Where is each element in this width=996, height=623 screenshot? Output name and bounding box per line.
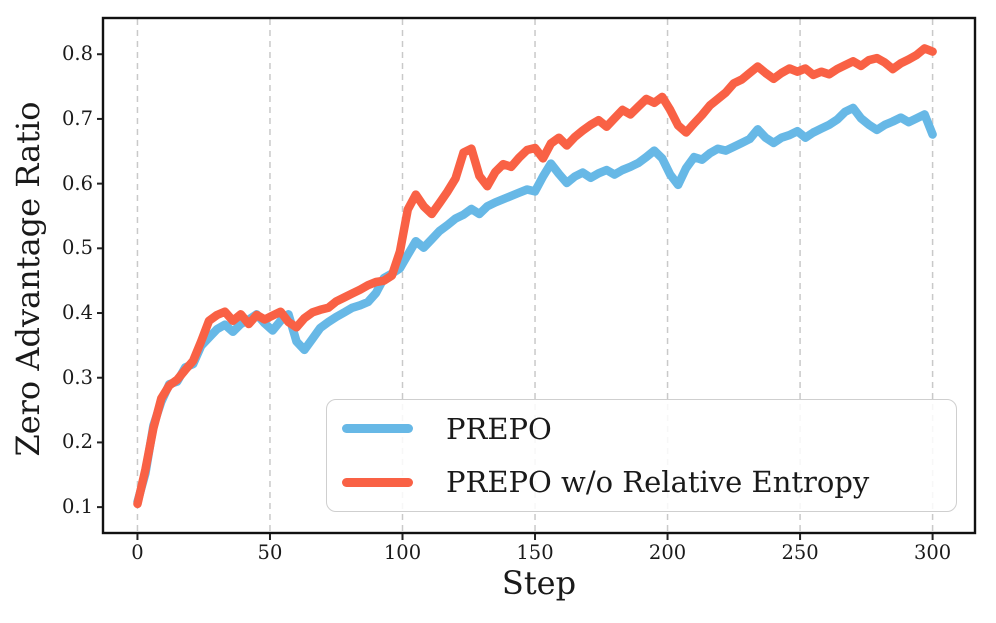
y-axis-label: Zero Advantage Ratio [9,101,47,457]
legend: PREPO PREPO w/o Relative Entropy [326,399,957,512]
series-line-prepo [133,103,937,507]
legend-swatch-prepo-wo-relative-entropy [342,477,413,487]
y-tick-label-0.2: 0.2 [61,430,93,454]
y-tick-label-0.8: 0.8 [61,42,93,66]
x-tick-label-100: 100 [383,541,422,564]
y-tick-label-0.1: 0.1 [61,495,93,519]
legend-item-prepo: PREPO [342,406,946,452]
x-tick-label-50: 50 [257,541,283,564]
x-tick-label-250: 250 [781,541,819,564]
x-tick-label-150: 150 [516,541,554,564]
x-tick-label-300: 300 [913,541,952,564]
y-tick-label-0.3: 0.3 [61,365,93,389]
y-tick-label-0.5: 0.5 [61,236,93,260]
legend-swatch-prepo [342,424,413,434]
x-tick-label-0: 0 [131,541,144,564]
legend-label-prepo-wo-relative-entropy: PREPO w/o Relative Entropy [446,465,870,500]
y-tick-label-0.4: 0.4 [61,301,93,325]
y-tick-label-0.7: 0.7 [61,106,93,130]
x-tick-label-200: 200 [648,541,687,564]
x-axis-label: Step [501,564,577,602]
legend-label-prepo: PREPO [446,411,552,446]
plot-frame [101,16,977,535]
legend-item-prepo-wo-relative-entropy: PREPO w/o Relative Entropy [342,460,946,506]
y-tick-label-0.6: 0.6 [61,171,93,195]
series-line-prepo-wo-relative-entropy [133,44,937,509]
